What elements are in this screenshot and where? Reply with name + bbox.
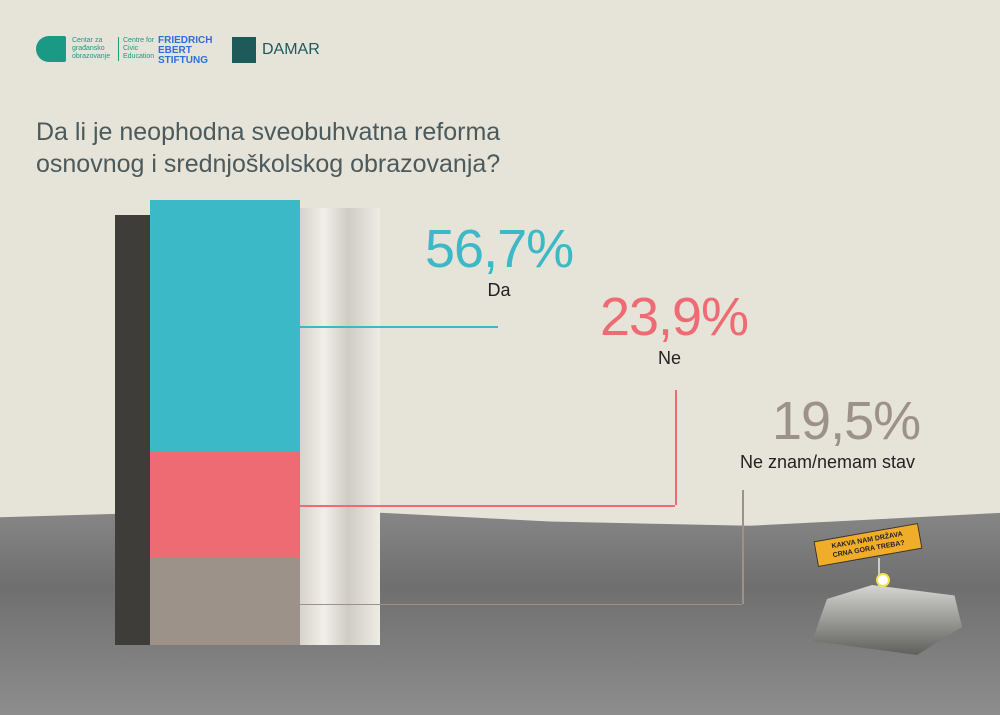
value-label: 23,9% — [599, 287, 749, 347]
title-line: Da li je neophodna sveobuhvatna reforma — [36, 118, 501, 146]
leader-line — [675, 390, 677, 506]
title-line: osnovnog i srednjoškolskog obrazovanja? — [36, 150, 501, 178]
leader-line — [185, 603, 742, 606]
category-label: Ne znam/nemam stav — [740, 452, 916, 472]
value-label: 56,7% — [425, 219, 574, 279]
cgo-name-me: Centar za građansko obrazovanje — [72, 37, 111, 60]
bar-segment-0 — [150, 200, 300, 453]
bar-segment-1 — [150, 452, 300, 559]
damar-text: DAMAR — [262, 41, 320, 58]
book-cover-stack — [150, 200, 300, 645]
fes-line: STIFTUNG — [158, 55, 208, 66]
leader-line — [742, 490, 744, 604]
bar-segment-2 — [150, 558, 300, 645]
label-ne: 23,9% Ne — [598, 286, 750, 369]
damar-logo: DAMAR — [232, 37, 320, 63]
book-spine — [115, 215, 150, 645]
book-pages — [300, 208, 380, 645]
fes-line: FRIEDRICH — [158, 35, 213, 46]
damar-icon — [232, 37, 256, 63]
fes-line: EBERT — [158, 45, 192, 56]
label-da: 56,7% Da — [425, 218, 574, 301]
category-label: Da — [487, 280, 511, 300]
category-label: Ne — [658, 348, 682, 368]
leader-line — [300, 326, 498, 328]
cgo-logo-icon — [36, 36, 66, 62]
leader-line — [300, 505, 675, 507]
value-label: 19,5% — [772, 391, 921, 451]
fes-logo: FRIEDRICH EBERT STIFTUNG — [158, 36, 212, 66]
daisy-flower — [876, 573, 890, 587]
cgo-logo: Centar za građansko obrazovanje Centre f… — [36, 36, 163, 62]
chart-title: Da li je neophodna sveobuhvatna reforma … — [36, 116, 500, 180]
cgo-name-en: Centre for Civic Education — [118, 37, 163, 61]
label-ne-znam: 19,5% Ne znam/nemam stav — [740, 390, 940, 473]
